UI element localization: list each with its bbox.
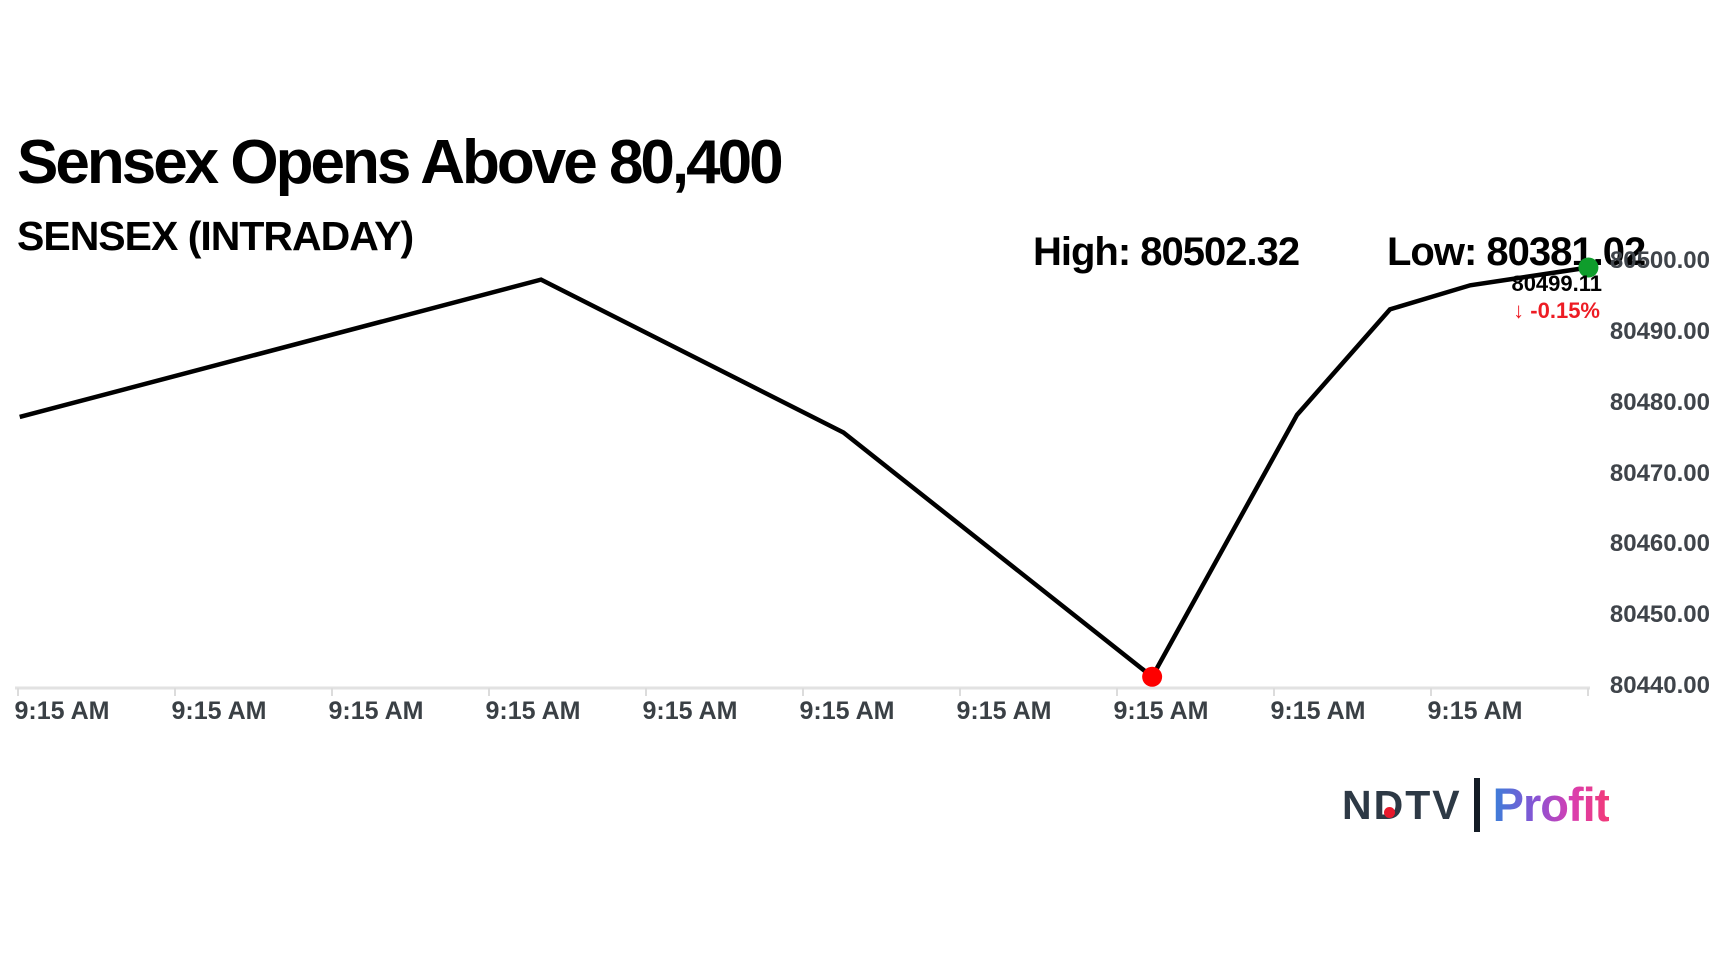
- y-axis-tick-label: 80490.00: [1609, 318, 1710, 345]
- low-value-label: Low: 80381.02: [1387, 230, 1646, 274]
- y-axis-tick-label: 80440.00: [1609, 672, 1710, 699]
- chart-subtitle: SENSEX (INTRADAY): [17, 213, 414, 260]
- price-line: [19, 265, 1589, 681]
- x-axis-tick-label: 9:15 AM: [799, 697, 895, 725]
- high-value-label: High: 80502.32: [1033, 230, 1300, 274]
- change-percent-text: -0.15%: [1530, 298, 1600, 323]
- x-axis-tick-label: 9:15 AM: [14, 697, 110, 725]
- x-axis-tick-label: 9:15 AM: [171, 697, 267, 725]
- x-axis-tick-label: 9:15 AM: [485, 697, 581, 725]
- page-title: Sensex Opens Above 80,400: [17, 127, 784, 197]
- x-axis-tick-label: 9:15 AM: [1427, 697, 1523, 725]
- down-arrow-icon: ↓: [1513, 298, 1525, 323]
- x-axis-tick-label: 9:15 AM: [1270, 697, 1366, 725]
- y-axis-tick-label: 80500.00: [1609, 247, 1710, 275]
- x-axis-tick-label: 9:15 AM: [956, 697, 1052, 725]
- last-price-marker: [1578, 257, 1599, 278]
- session-low-marker: [1142, 666, 1163, 687]
- y-axis-tick-label: 80450.00: [1609, 601, 1710, 629]
- x-axis-tick-label: 9:15 AM: [1113, 697, 1209, 725]
- ndtv-logo-text: NDTV: [1342, 783, 1462, 827]
- ndtv-wordmark: NDTV: [1342, 782, 1462, 828]
- price-change-percent: ↓ -0.15%: [1513, 298, 1600, 324]
- y-axis-tick-label: 80460.00: [1609, 530, 1710, 558]
- profit-wordmark: Profit: [1492, 778, 1611, 831]
- x-axis-tick-label: 9:15 AM: [642, 697, 738, 725]
- ndtv-profit-logo: NDTV Profit: [1342, 775, 1611, 835]
- y-axis-tick-label: 80480.00: [1609, 388, 1710, 416]
- last-price-value: 80499.11: [1511, 271, 1602, 296]
- logo-divider: [1473, 778, 1480, 832]
- y-axis-tick-label: 80470.00: [1609, 459, 1710, 487]
- x-axis-tick-label: 9:15 AM: [328, 697, 424, 725]
- ndtv-red-dot-icon: [1384, 807, 1395, 818]
